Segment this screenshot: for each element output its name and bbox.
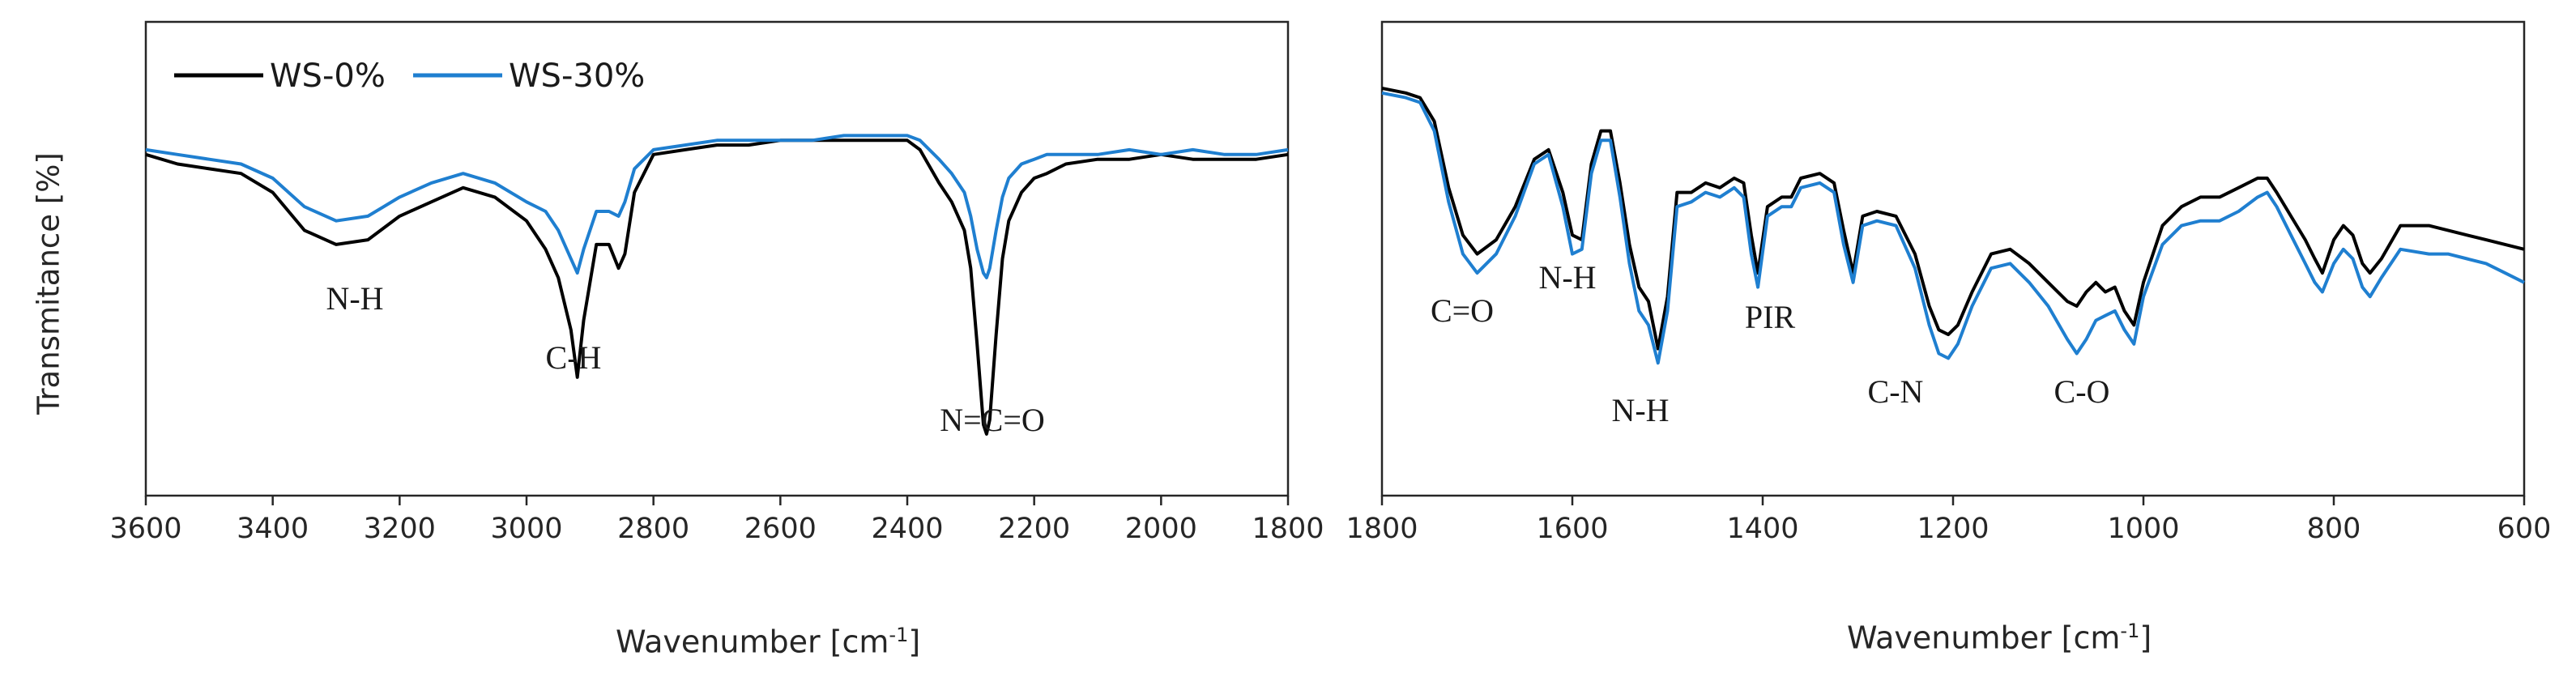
x-axis-label-left-sup: -1 (889, 624, 909, 646)
x-axis-label-left: Wavenumber [cm-1] (616, 624, 920, 660)
x-tick-label: 600 (2497, 513, 2552, 545)
series-line-ws30 (145, 134, 1289, 279)
chart-left-svg: 3600 3400 3200 3000 2800 2600 2400 2200 2000 1800… (109, 20, 1324, 545)
peak-annotation: C=O (1431, 292, 1494, 329)
x-axis-label-right-tail: ] (2139, 620, 2152, 656)
legend: WS-0% WS-30% (174, 58, 645, 95)
peak-annotation: N-H (326, 280, 383, 317)
x-tick-label: 1800 (1346, 513, 1418, 545)
x-axis-label-left-tail: ] (908, 624, 921, 660)
x-tick-label: 1000 (2107, 513, 2179, 545)
legend-label: WS-0% (270, 58, 386, 95)
peak-annotation: C-N (1868, 373, 1924, 410)
x-tick-label: 3200 (364, 513, 436, 545)
peak-annotation: PIR (1745, 299, 1796, 335)
peak-annotation: N-H (1611, 392, 1669, 428)
x-tick-label: 3400 (237, 513, 309, 545)
x-tick-label: 1200 (1917, 513, 1989, 545)
x-tick-label: 1600 (1536, 513, 1608, 545)
x-tick-label: 800 (2307, 513, 2361, 545)
x-axis-label-right: Wavenumber [cm-1] (1847, 620, 2152, 656)
chart-panel-right: 1800 1600 1400 1200 1000 800 600 C=O N-H N-H PIR C-… (1329, 0, 2576, 583)
legend-label: WS-30% (509, 58, 645, 95)
series-line-ws0 (1381, 86, 2525, 351)
chart-panel-left: 3600 3400 3200 3000 2800 2600 2400 2200 2000 1800… (0, 0, 1329, 583)
x-axis-label-right-sup: -1 (2120, 620, 2140, 642)
x-tick-label: 1400 (1726, 513, 1798, 545)
x-tick-label: 2400 (871, 513, 943, 545)
x-tick-label: 2200 (998, 513, 1070, 545)
series-line-ws0 (145, 138, 1289, 436)
peak-annotation: N=C=O (940, 402, 1045, 438)
x-tick-label: 2800 (617, 513, 689, 545)
series-line-ws30 (1381, 91, 2525, 365)
x-tick-label: 2600 (744, 513, 817, 545)
x-tick-label: 1800 (1252, 513, 1324, 545)
x-axis-label-right-base: Wavenumber [cm (1847, 620, 2121, 656)
chart-right-svg: 1800 1600 1400 1200 1000 800 600 C=O N-H N-H PIR C-… (1346, 20, 2552, 545)
x-tick-label: 3600 (109, 513, 181, 545)
plot-area-frame (144, 20, 1290, 497)
peak-annotation: N-H (1538, 259, 1596, 296)
x-tick-label: 3000 (490, 513, 562, 545)
peak-annotation: C-H (546, 339, 602, 376)
peak-annotation: C-O (2054, 373, 2110, 410)
x-axis-label-left-base: Wavenumber [cm (616, 624, 889, 660)
x-tick-label: 2000 (1125, 513, 1197, 545)
